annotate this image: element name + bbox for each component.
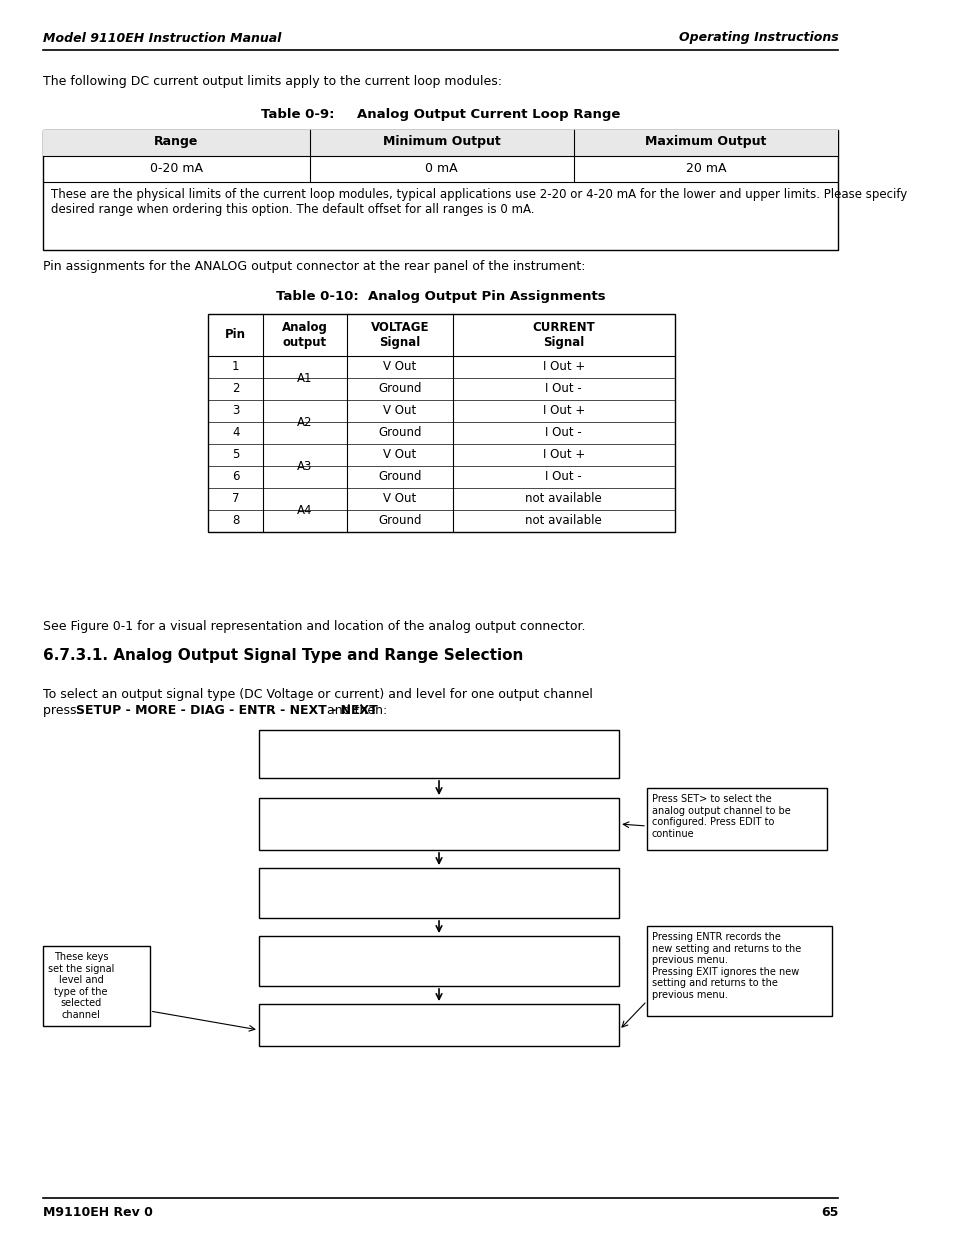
Bar [208,314,674,532]
Text: 3: 3 [232,405,239,417]
Text: Operating Instructions: Operating Instructions [678,32,838,44]
Text: Model 9110EH Instruction Manual: Model 9110EH Instruction Manual [44,32,281,44]
Text: VOLTAGE
Signal: VOLTAGE Signal [370,321,429,350]
Text: I Out -: I Out - [545,426,581,440]
Text: I Out +: I Out + [542,361,584,373]
Text: Pressing ENTR records the
new setting and returns to the
previous menu.
Pressing: Pressing ENTR records the new setting an… [651,932,800,1000]
Text: ANALOG I / O CONFIGURATION: ANALOG I / O CONFIGURATION [351,739,526,748]
Text: I Out +: I Out + [542,405,584,417]
Text: The following DC current output limits apply to the current loop modules:: The following DC current output limits a… [44,75,502,88]
Text: CONC_OUT_2 RANGE: 5V: CONC_OUT_2 RANGE: 5V [360,944,502,955]
Text: SETUP - MORE - DIAG - ENTR - NEXT - NEXT: SETUP - MORE - DIAG - ENTR - NEXT - NEXT [75,704,377,718]
Text: CURRENT
Signal: CURRENT Signal [532,321,595,350]
Text: EXIT: EXIT [582,897,605,906]
Text: ENTR: ENTR [433,758,463,768]
Text: PREV    NEXT: PREV NEXT [270,758,337,768]
Text: 0-20 mA: 0-20 mA [150,163,203,175]
Text: Ground: Ground [377,515,421,527]
Text: Pin assignments for the ANALOG output connector at the rear panel of the instrum: Pin assignments for the ANALOG output co… [44,261,585,273]
FancyBboxPatch shape [44,946,150,1026]
Text: 7: 7 [232,493,239,505]
Text: CONC_OUT_2:5V, CAL: CONC_OUT_2:5V, CAL [360,876,483,887]
Text: 8: 8 [232,515,239,527]
Text: These are the physical limits of the current loop modules, typical applications : These are the physical limits of the cur… [51,188,906,216]
Text: See Figure 0-1 for a visual representation and location of the analog output con: See Figure 0-1 for a visual representati… [44,620,585,634]
Text: < SET  SET>  EDIT: < SET SET> EDIT [270,897,366,906]
Bar [44,130,838,156]
Text: 65: 65 [820,1205,838,1219]
Text: 20 mA: 20 mA [685,163,725,175]
Bar [258,1004,618,1046]
Text: These keys
set the signal
level and
type of the
selected
channel: These keys set the signal level and type… [48,952,114,1020]
Text: Table 0-10:  Analog Output Pin Assignments: Table 0-10: Analog Output Pin Assignment… [275,290,605,303]
Text: 2: 2 [232,383,239,395]
Text: V Out: V Out [383,448,416,462]
Text: Ground: Ground [377,471,421,483]
Text: To select an output signal type (DC Voltage or current) and level for one output: To select an output signal type (DC Volt… [44,688,593,701]
Bar [258,798,618,850]
Text: Table 0-9:   Analog Output Current Loop Range: Table 0-9: Analog Output Current Loop Ra… [261,107,619,121]
Text: EXIT: EXIT [582,965,605,974]
Bar [258,936,618,986]
Text: V Out: V Out [383,405,416,417]
Text: Ground: Ground [377,426,421,440]
FancyBboxPatch shape [646,926,831,1016]
Text: DIAG AIO: DIAG AIO [270,876,317,885]
Text: < SET  SET>  CAL: < SET SET> CAL [270,832,362,842]
Text: Ground: Ground [377,383,421,395]
Text: ENTR: ENTR [563,1030,595,1040]
Bar [258,730,618,778]
Text: and then:: and then: [323,704,387,718]
Text: EXIT: EXIT [582,1030,605,1040]
Text: Range: Range [154,136,198,148]
Text: Pin: Pin [225,329,246,342]
Text: DIAG: DIAG [383,739,409,748]
Text: Maximum Output: Maximum Output [645,136,766,148]
Text: 5: 5 [232,448,239,462]
Text: A4: A4 [297,504,313,516]
Text: 6: 6 [232,471,239,483]
Text: 1: 1 [232,361,239,373]
Text: 0.1V   1V   5V   10V   CURR: 0.1V 1V 5V 10V CURR [270,1030,424,1040]
Text: DIAG AIOOUTPUT RANGE: 5V: DIAG AIOOUTPUT RANGE: 5V [270,1011,419,1023]
Text: 6.7.3.1. Analog Output Signal Type and Range Selection: 6.7.3.1. Analog Output Signal Type and R… [44,648,523,663]
Text: EXIT: EXIT [582,832,605,842]
FancyBboxPatch shape [646,788,826,850]
Bar [44,130,838,249]
Text: M9110EH Rev 0: M9110EH Rev 0 [44,1205,153,1219]
Text: Analog
output: Analog output [282,321,328,350]
Text: I Out +: I Out + [542,448,584,462]
Text: A1: A1 [297,372,313,384]
Text: EXIT: EXIT [582,758,605,768]
Text: not available: not available [525,515,601,527]
Bar [258,868,618,918]
Text: not available: not available [525,493,601,505]
Text: I Out -: I Out - [545,383,581,395]
Text: SET>  EDIT: SET> EDIT [333,965,391,974]
Text: A3: A3 [297,459,313,473]
Text: 4: 4 [232,426,239,440]
Text: Press SET> to select the
analog output channel to be
configured. Press EDIT to
c: Press SET> to select the analog output c… [651,794,789,839]
Text: Minimum Output: Minimum Output [382,136,500,148]
Text: V Out: V Out [383,361,416,373]
Text: AOUTS CALIBRATED: NO: AOUTS CALIBRATED: NO [360,806,486,816]
Text: A2: A2 [297,415,313,429]
Text: DIAG AIO: DIAG AIO [270,806,317,816]
Text: press: press [44,704,81,718]
Text: DIAG AIO: DIAG AIO [270,944,317,953]
Text: 0 mA: 0 mA [425,163,457,175]
Text: V Out: V Out [383,493,416,505]
Text: I Out -: I Out - [545,471,581,483]
